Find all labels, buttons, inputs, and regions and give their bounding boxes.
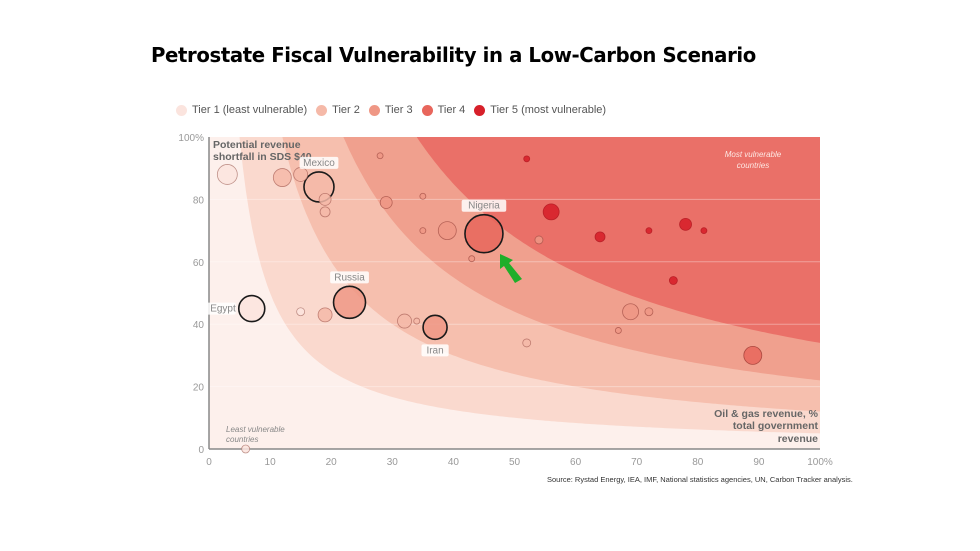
x-axis-title-line-3: revenue [778, 433, 818, 445]
bubble [413, 317, 421, 325]
bubble [272, 168, 292, 187]
y-tick-label: 20 [193, 383, 205, 394]
y-axis-title-line-2: shortfall in SDS $40 [213, 151, 312, 163]
country-label-egypt: Egypt [210, 304, 236, 315]
source-note: Source: Rystad Energy, IEA, IMF, Nationa… [547, 475, 853, 484]
annotations: Potential revenue shortfall in SDS $40 O… [213, 139, 819, 445]
bubble [397, 313, 412, 329]
bubble-nigeria [464, 213, 504, 254]
legend-swatch-tier-5 [474, 104, 486, 116]
legend-swatch-tier-1 [176, 104, 187, 116]
x-tick-label: 50 [509, 457, 521, 468]
y-tick-label: 60 [193, 258, 205, 269]
legend-item-tier-4: Tier 4 [421, 104, 466, 116]
most-vulnerable-label-line-2: countries [737, 161, 769, 170]
x-axis-title-line-1: Oil & gas revenue, % [714, 408, 819, 420]
bubble [376, 152, 384, 160]
legend-swatch-tier-3 [368, 104, 380, 116]
bubble [614, 327, 622, 334]
legend-swatch-tier-4 [421, 104, 433, 116]
x-tick-label: 40 [448, 457, 460, 468]
bubble [319, 206, 331, 218]
x-tick-label: 70 [631, 457, 643, 468]
bubble [522, 338, 532, 348]
x-axis-title-line-2: total government [733, 420, 819, 432]
x-tick-label: 30 [387, 457, 399, 468]
legend-label-tier-4: Tier 4 [437, 104, 466, 116]
legend-swatch-tier-2 [316, 104, 328, 116]
bubble [379, 196, 393, 209]
bubble [622, 303, 639, 321]
x-tick-label: 0 [206, 457, 212, 468]
bubble [318, 192, 332, 206]
bubble [296, 307, 306, 317]
arrow-icon [500, 254, 522, 283]
x-tick-label: 100% [807, 457, 833, 468]
bubble [700, 227, 708, 235]
legend-item-tier-5: Tier 5 (most vulnerable) [474, 104, 606, 116]
legend-label-tier-2: Tier 2 [332, 104, 360, 116]
legend-item-tier-1: Tier 1 (least vulnerable) [176, 104, 307, 116]
band-tier-5 [416, 137, 820, 343]
bubble [523, 155, 531, 163]
least-vulnerable-label-line-2: countries [226, 435, 258, 444]
legend: Tier 1 (least vulnerable) Tier 2 Tier 3 … [176, 104, 615, 116]
country-label-iran: Iran [426, 345, 443, 356]
bubble-russia [332, 285, 367, 320]
bubble [468, 255, 476, 263]
x-tick-label: 80 [692, 457, 704, 468]
country-label-bg [202, 302, 236, 315]
legend-label-tier-5: Tier 5 (most vulnerable) [490, 104, 607, 116]
bubble [419, 192, 427, 200]
x-tick-label: 60 [570, 457, 582, 468]
green-arrow-pointer [500, 254, 522, 283]
bubble [241, 444, 251, 454]
x-tick-label: 10 [265, 457, 277, 468]
bubble [679, 217, 692, 231]
bubble [645, 227, 653, 235]
bubble-egypt [237, 294, 266, 323]
country-label-bg [461, 199, 507, 212]
country-label-bg [330, 271, 369, 284]
bubble [216, 164, 238, 185]
y-tick-label: 40 [193, 320, 205, 331]
axes [208, 137, 820, 450]
tick-labels: 0 10 20 30 40 50 60 70 80 90 100% 0 20 40 60 80 100% [178, 133, 832, 468]
bubble [743, 345, 763, 365]
bubble [419, 227, 427, 235]
x-tick-label: 20 [326, 457, 338, 468]
bubbles [216, 152, 763, 454]
bubble [668, 276, 678, 285]
least-vulnerable-label-line-1: Least vulnerable [226, 425, 285, 434]
legend-item-tier-3: Tier 3 [368, 104, 413, 116]
y-tick-label: 100% [178, 133, 204, 144]
bubble [437, 221, 457, 241]
y-tick-label: 0 [198, 445, 204, 456]
most-vulnerable-label-line-1: Most vulnerable [725, 150, 782, 159]
bubble [293, 167, 309, 182]
x-tick-label: 90 [753, 457, 765, 468]
y-axis-title-line-1: Potential revenue [213, 139, 301, 151]
legend-item-tier-2: Tier 2 [316, 104, 360, 116]
bubble [534, 235, 544, 245]
legend-label-tier-1: Tier 1 (least vulnerable) [192, 104, 308, 116]
legend-label-tier-3: Tier 3 [384, 104, 413, 116]
country-label-bg [299, 156, 339, 169]
y-tick-label: 80 [193, 195, 205, 206]
bubble [594, 231, 606, 243]
bubble [542, 203, 560, 221]
country-label-russia: Russia [334, 272, 365, 283]
country-label-bg [421, 344, 449, 357]
bubble-iran [422, 314, 448, 341]
country-labels: Mexico Nigeria Egypt Russia Iran [202, 156, 507, 357]
country-label-nigeria: Nigeria [468, 201, 500, 212]
bubble [317, 307, 333, 323]
chart-title: Petrostate Fiscal Vulnerability in a Low… [151, 43, 756, 67]
country-label-mexico: Mexico [303, 158, 335, 169]
bubble [644, 307, 654, 317]
